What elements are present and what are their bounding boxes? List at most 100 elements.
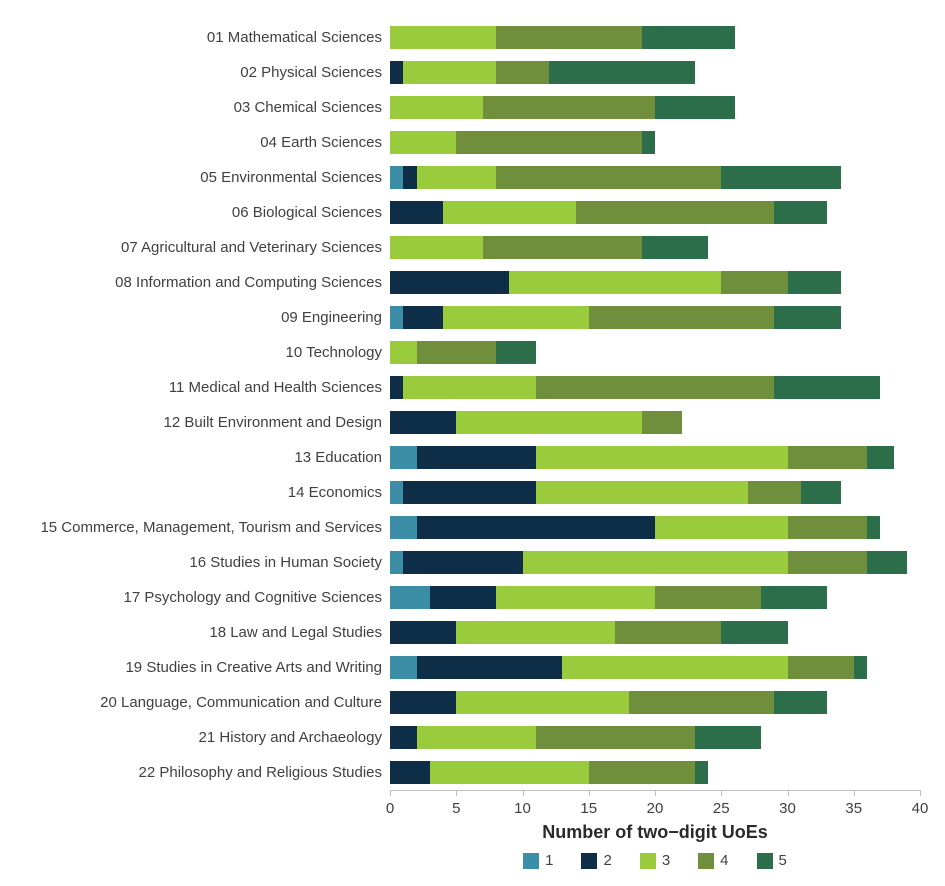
x-tick-label: 0 — [386, 800, 394, 817]
bar-row: 17 Psychology and Cognitive Sciences — [390, 580, 920, 615]
bar-segment-s5 — [867, 446, 894, 469]
legend-item-s2: 2 — [581, 852, 611, 869]
bar-row: 13 Education — [390, 440, 920, 475]
category-label: 18 Law and Legal Studies — [2, 615, 390, 650]
bar-segment-s4 — [748, 481, 801, 504]
bar-segment-s3 — [417, 726, 536, 749]
bar-row: 07 Agricultural and Veterinary Sciences — [390, 230, 920, 265]
bar-segment-s5 — [642, 236, 708, 259]
bar-segment-s4 — [788, 551, 868, 574]
category-label: 19 Studies in Creative Arts and Writing — [2, 650, 390, 685]
bar-segment-s3 — [562, 656, 787, 679]
bar-segment-s2 — [390, 726, 417, 749]
bar-row: 15 Commerce, Management, Tourism and Ser… — [390, 510, 920, 545]
legend-label: 1 — [545, 852, 553, 869]
bar-segment-s5 — [788, 271, 841, 294]
bar-segment-s1 — [390, 586, 430, 609]
bar-segment-s4 — [788, 516, 868, 539]
bar-segment-s3 — [390, 26, 496, 49]
bar-segment-s4 — [496, 61, 549, 84]
x-tick-label: 40 — [912, 800, 929, 817]
x-tick-label: 5 — [452, 800, 460, 817]
legend-item-s1: 1 — [523, 852, 553, 869]
bar-segment-s2 — [390, 691, 456, 714]
category-label: 11 Medical and Health Sciences — [2, 370, 390, 405]
bar-segment-s3 — [655, 516, 788, 539]
bar-segment-s5 — [549, 61, 695, 84]
legend-swatch — [757, 853, 773, 869]
bar-row: 09 Engineering — [390, 300, 920, 335]
legend-swatch — [523, 853, 539, 869]
bar-segment-s4 — [721, 271, 787, 294]
bar-segment-s3 — [456, 691, 628, 714]
bar-segment-s2 — [390, 621, 456, 644]
bar-segment-s3 — [443, 201, 576, 224]
bar-segment-s3 — [390, 96, 483, 119]
legend-swatch — [640, 853, 656, 869]
bar-row: 02 Physical Sciences — [390, 55, 920, 90]
x-tick — [721, 790, 722, 796]
bar-segment-s5 — [496, 341, 536, 364]
bar-segment-s5 — [642, 26, 735, 49]
bar-segment-s2 — [430, 586, 496, 609]
bar-segment-s5 — [721, 621, 787, 644]
legend-label: 4 — [720, 852, 728, 869]
bar-segment-s4 — [536, 376, 775, 399]
category-label: 03 Chemical Sciences — [2, 90, 390, 125]
bar-segment-s5 — [867, 551, 907, 574]
bar-segment-s1 — [390, 481, 403, 504]
category-label: 20 Language, Communication and Culture — [2, 685, 390, 720]
bar-segment-s4 — [642, 411, 682, 434]
category-label: 16 Studies in Human Society — [2, 545, 390, 580]
category-label: 21 History and Archaeology — [2, 720, 390, 755]
bar-segment-s5 — [761, 586, 827, 609]
bar-segment-s1 — [390, 551, 403, 574]
bar-segment-s1 — [390, 656, 417, 679]
x-tick — [788, 790, 789, 796]
bar-segment-s2 — [403, 166, 416, 189]
bar-segment-s5 — [801, 481, 841, 504]
bar-segment-s3 — [390, 131, 456, 154]
bar-row: 18 Law and Legal Studies — [390, 615, 920, 650]
x-tick — [523, 790, 524, 796]
legend-swatch — [698, 853, 714, 869]
legend-swatch — [581, 853, 597, 869]
bar-segment-s2 — [417, 446, 536, 469]
bar-segment-s1 — [390, 306, 403, 329]
x-tick-label: 15 — [580, 800, 597, 817]
legend-label: 2 — [603, 852, 611, 869]
legend-label: 5 — [779, 852, 787, 869]
bar-segment-s3 — [417, 166, 497, 189]
category-label: 04 Earth Sciences — [2, 125, 390, 160]
bar-segment-s1 — [390, 446, 417, 469]
bar-row: 03 Chemical Sciences — [390, 90, 920, 125]
bar-row: 05 Environmental Sciences — [390, 160, 920, 195]
bar-segment-s4 — [496, 166, 721, 189]
bar-segment-s3 — [456, 411, 642, 434]
category-label: 07 Agricultural and Veterinary Sciences — [2, 230, 390, 265]
bar-segment-s2 — [390, 411, 456, 434]
bar-segment-s5 — [721, 166, 840, 189]
bar-segment-s3 — [390, 236, 483, 259]
bar-segment-s3 — [430, 761, 589, 784]
plot-area: 01 Mathematical Sciences02 Physical Scie… — [390, 20, 920, 790]
bar-segment-s2 — [390, 761, 430, 784]
bar-row: 08 Information and Computing Sciences — [390, 265, 920, 300]
bar-segment-s3 — [509, 271, 721, 294]
bar-row: 22 Philosophy and Religious Studies — [390, 755, 920, 790]
legend-label: 3 — [662, 852, 670, 869]
bar-segment-s5 — [774, 201, 827, 224]
bar-segment-s2 — [390, 201, 443, 224]
bar-row: 21 History and Archaeology — [390, 720, 920, 755]
bar-row: 20 Language, Communication and Culture — [390, 685, 920, 720]
bar-segment-s4 — [456, 131, 642, 154]
bar-segment-s2 — [390, 61, 403, 84]
bar-segment-s4 — [788, 446, 868, 469]
bar-row: 16 Studies in Human Society — [390, 545, 920, 580]
legend-item-s3: 3 — [640, 852, 670, 869]
bar-row: 01 Mathematical Sciences — [390, 20, 920, 55]
category-label: 08 Information and Computing Sciences — [2, 265, 390, 300]
bar-segment-s5 — [854, 656, 867, 679]
bar-segment-s4 — [483, 236, 642, 259]
bar-segment-s3 — [536, 481, 748, 504]
